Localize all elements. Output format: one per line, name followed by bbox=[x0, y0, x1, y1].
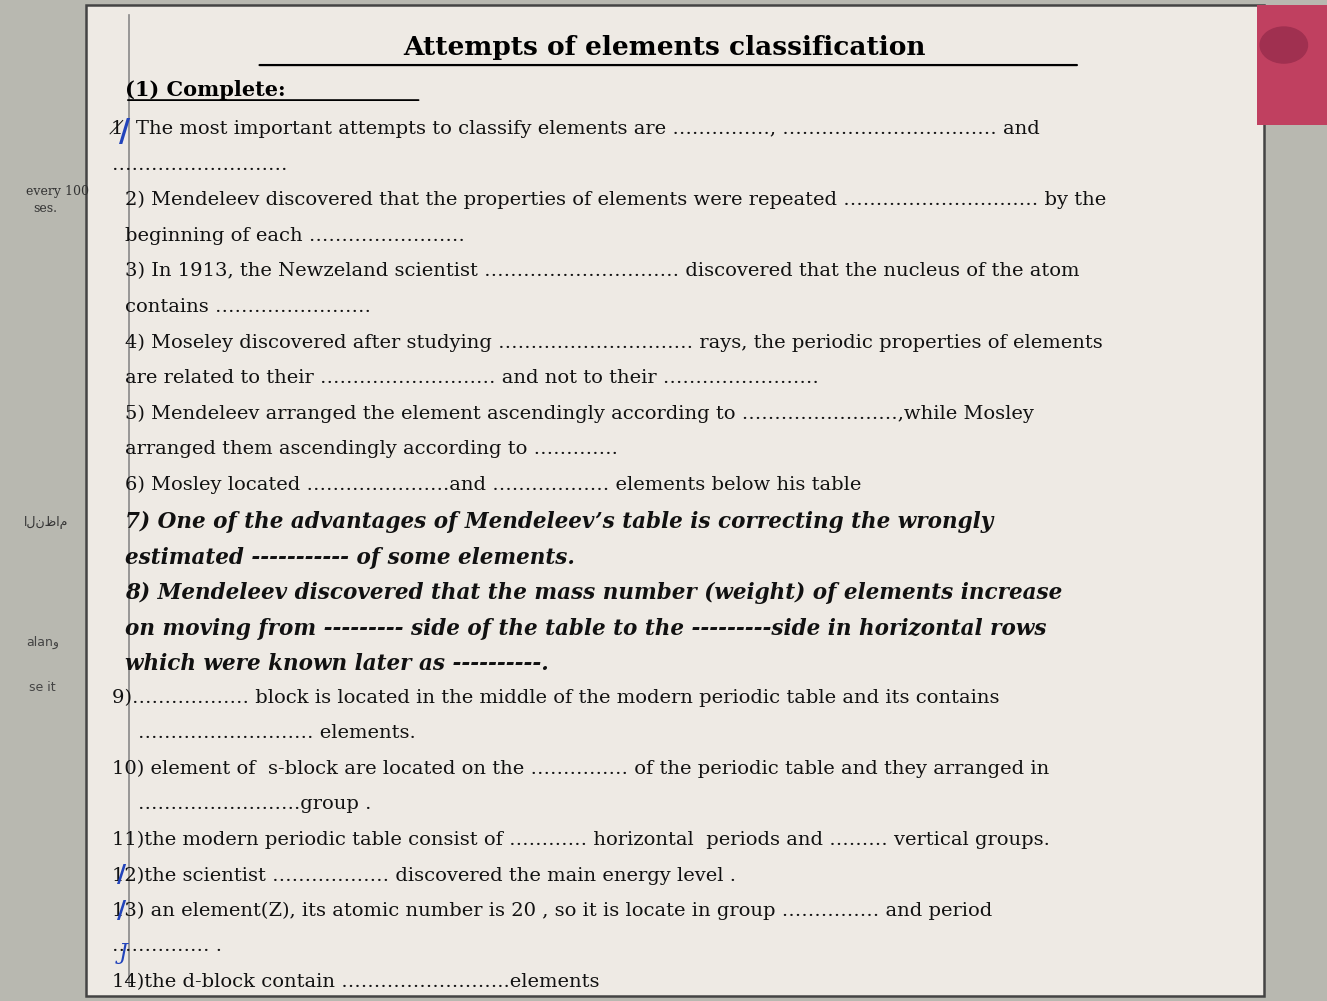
Text: 6) Mosley located ………………….and ……………… elements below his table: 6) Mosley located ………………….and ……………… ele… bbox=[125, 475, 861, 493]
Text: 1̸  The most important attempts to classify elements are ……………, …………………………… and: 1̸ The most important attempts to classi… bbox=[111, 120, 1040, 138]
Text: contains ……………………: contains …………………… bbox=[125, 298, 372, 315]
Text: 3) In 1913, the Newzeland scientist ………………………… discovered that the nucleus of th: 3) In 1913, the Newzeland scientist …………… bbox=[125, 262, 1080, 280]
Text: 4) Moseley discovered after studying ………………………… rays, the periodic properties of: 4) Moseley discovered after studying ………… bbox=[125, 333, 1103, 351]
Text: which were known later as ----------.: which were known later as ----------. bbox=[125, 653, 549, 675]
Text: arranged them ascendingly according to ………….: arranged them ascendingly according to …… bbox=[125, 440, 618, 457]
Text: (1) Complete:: (1) Complete: bbox=[125, 80, 285, 100]
Text: beginning of each ……………………: beginning of each …………………… bbox=[125, 226, 464, 244]
Text: 13) an element(Z), its atomic number is 20 , so it is locate in group …………… and : 13) an element(Z), its atomic number is … bbox=[111, 902, 993, 920]
Text: /: / bbox=[117, 899, 126, 923]
Text: …………………….group .: …………………….group . bbox=[138, 795, 372, 813]
Circle shape bbox=[1261, 27, 1307, 63]
Text: النظام: النظام bbox=[24, 516, 68, 529]
Text: every 100: every 100 bbox=[27, 185, 89, 198]
Text: /: / bbox=[117, 863, 126, 887]
Text: 5) Mendeleev arranged the element ascendingly according to ……………………,while Mosley: 5) Mendeleev arranged the element ascend… bbox=[125, 404, 1034, 422]
FancyBboxPatch shape bbox=[1258, 5, 1327, 125]
Text: 7) One of the advantages of Mendeleev’s table is correcting the wrongly: 7) One of the advantages of Mendeleev’s … bbox=[125, 511, 994, 534]
Text: se it: se it bbox=[29, 681, 56, 694]
Text: Attempts of elements classification: Attempts of elements classification bbox=[403, 35, 926, 60]
Text: alanو: alanو bbox=[27, 636, 60, 649]
Text: /: / bbox=[118, 117, 130, 148]
Text: are related to their ……………………… and not to their ……………………: are related to their ……………………… and not t… bbox=[125, 368, 819, 386]
FancyBboxPatch shape bbox=[85, 5, 1265, 996]
Text: 10) element of  s-block are located on the …………… of the periodic table and they : 10) element of s-block are located on th… bbox=[111, 760, 1050, 778]
Text: on moving from --------- side of the table to the ---------side in horizontal ro: on moving from --------- side of the tab… bbox=[125, 618, 1047, 640]
Text: 11)the modern periodic table consist of ………… horizontal  periods and ……… vertica: 11)the modern periodic table consist of … bbox=[111, 831, 1050, 849]
Text: ……………………… elements.: ……………………… elements. bbox=[138, 724, 415, 742]
Text: 2) Mendeleev discovered that the properties of elements were repeated …………………………: 2) Mendeleev discovered that the propert… bbox=[125, 191, 1107, 209]
Text: 8) Mendeleev discovered that the mass number (weight) of elements increase: 8) Mendeleev discovered that the mass nu… bbox=[125, 582, 1063, 605]
Text: ses.: ses. bbox=[33, 202, 57, 215]
Text: 9)……………… block is located in the middle of the modern periodic table and its con: 9)……………… block is located in the middle … bbox=[111, 689, 999, 707]
Text: …………… .: …………… . bbox=[111, 937, 222, 955]
Text: 12)the scientist ……………… discovered the main energy level .: 12)the scientist ……………… discovered the m… bbox=[111, 866, 736, 885]
Text: ………………………: ……………………… bbox=[111, 155, 288, 173]
Text: J: J bbox=[118, 942, 127, 964]
Text: estimated ----------- of some elements.: estimated ----------- of some elements. bbox=[125, 547, 575, 569]
Text: 14)the d-block contain ……………………..elements: 14)the d-block contain ……………………..element… bbox=[111, 973, 600, 991]
